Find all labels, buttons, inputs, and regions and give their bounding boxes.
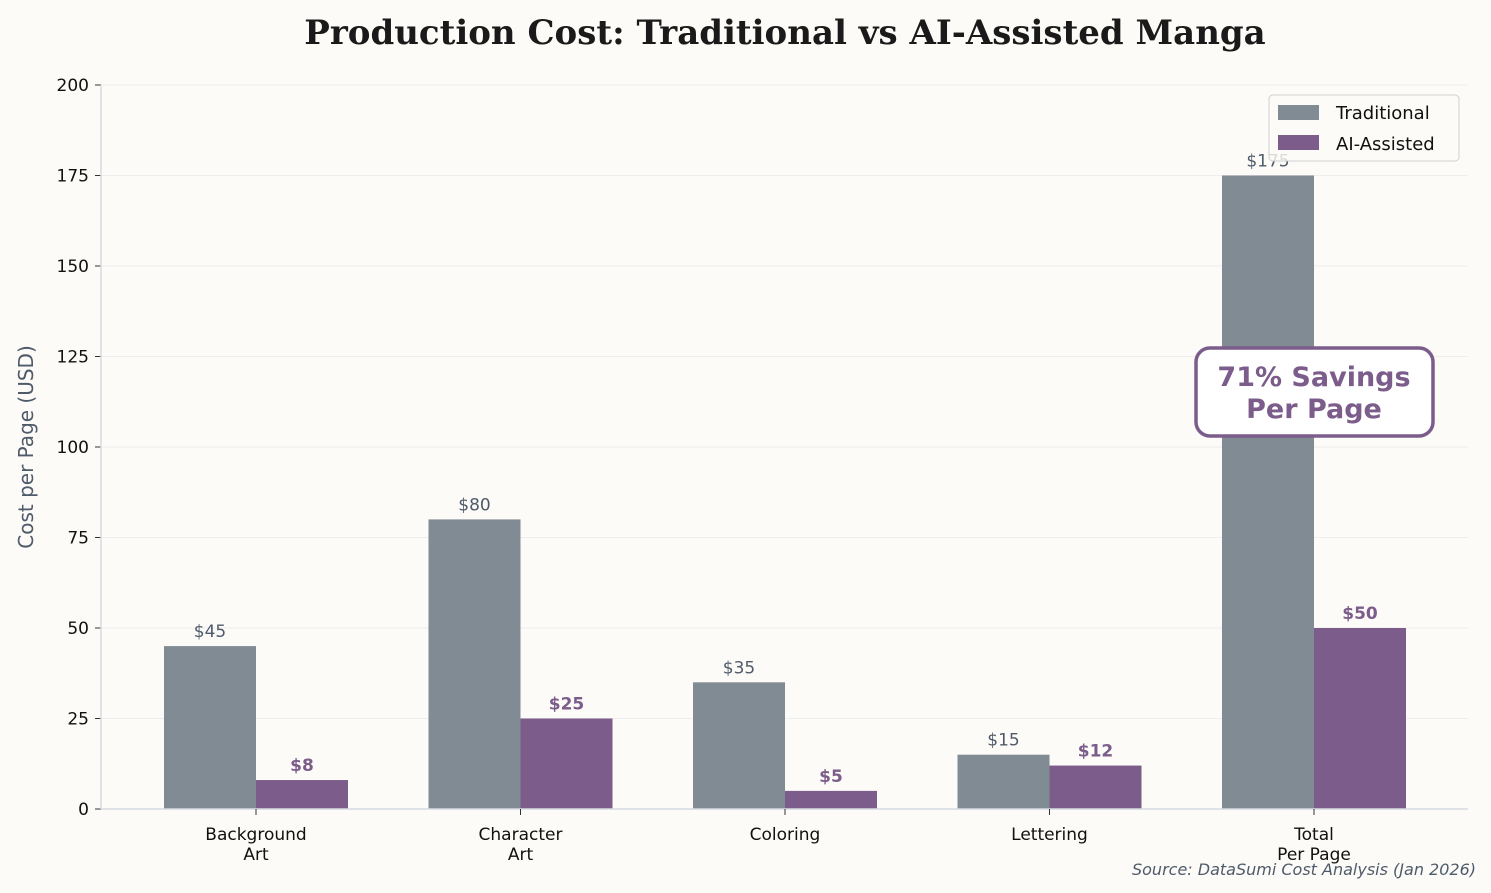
data-label: $25 xyxy=(549,695,585,715)
y-tick-label: 150 xyxy=(57,257,89,277)
bar-ai-assisted xyxy=(520,718,613,809)
bar-traditional xyxy=(428,519,521,809)
bar-traditional xyxy=(957,754,1050,809)
bar-ai-assisted xyxy=(1314,628,1406,809)
y-tick-label: 100 xyxy=(57,438,89,458)
legend-swatch-traditional xyxy=(1278,105,1319,120)
x-tick-label: Coloring xyxy=(750,825,821,845)
y-tick-label: 75 xyxy=(67,529,89,549)
annotation-line-1: 71% Savings xyxy=(1217,362,1410,393)
legend-label-traditional: Traditional xyxy=(1335,103,1430,124)
x-tick-label: Lettering xyxy=(1011,825,1088,845)
x-tick-label: Character Art xyxy=(479,825,563,865)
y-tick-label: 175 xyxy=(57,167,89,187)
x-tick-label: Background Art xyxy=(205,825,306,865)
bar-traditional xyxy=(164,646,256,809)
data-label: $35 xyxy=(723,658,755,678)
y-tick-label: 25 xyxy=(67,710,89,730)
savings-annotation: 71% Savings Per Page xyxy=(1194,346,1435,438)
data-label: $15 xyxy=(987,731,1019,751)
data-label: $5 xyxy=(819,767,843,787)
annotation-line-2: Per Page xyxy=(1246,394,1382,425)
data-label: $80 xyxy=(458,495,490,515)
y-tick-label: 50 xyxy=(67,619,89,639)
y-tick-label: 0 xyxy=(78,800,89,820)
legend: Traditional AI-Assisted xyxy=(1268,94,1460,162)
y-axis-label: Cost per Page (USD) xyxy=(14,345,38,549)
data-label: $8 xyxy=(290,756,314,776)
bar-ai-assisted xyxy=(256,780,348,809)
y-tick-label: 200 xyxy=(57,76,89,96)
y-tick-label: 125 xyxy=(57,348,89,368)
x-tick-label: Total Per Page xyxy=(1277,825,1351,865)
bar-ai-assisted xyxy=(785,790,877,809)
bar-traditional xyxy=(693,682,785,809)
data-label: $50 xyxy=(1342,604,1378,624)
bar-traditional xyxy=(1222,175,1314,809)
legend-label-ai-assisted: AI-Assisted xyxy=(1336,134,1435,155)
chart-title: Production Cost: Traditional vs AI-Assis… xyxy=(304,13,1265,53)
source-note: Source: DataSumi Cost Analysis (Jan 2026… xyxy=(1132,860,1476,879)
bar-ai-assisted xyxy=(1049,765,1142,809)
data-label: $45 xyxy=(194,622,226,642)
data-label: $12 xyxy=(1078,742,1114,762)
legend-swatch-ai-assisted xyxy=(1278,135,1319,150)
